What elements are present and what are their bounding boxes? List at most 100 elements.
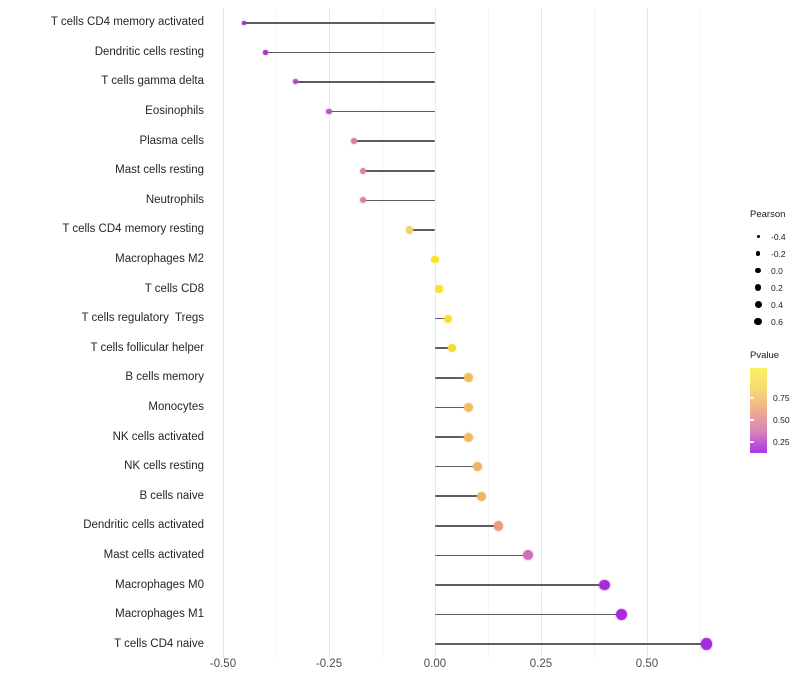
gridline-minor — [276, 8, 277, 659]
gridline-major — [647, 8, 648, 659]
y-axis-label: B cells naive — [139, 489, 204, 502]
colorbar-tick-label: 0.25 — [773, 437, 790, 447]
y-axis-labels: T cells CD4 memory activated Dendritic ce… — [0, 8, 204, 659]
y-axis-label: T cells CD4 memory activated — [50, 16, 204, 29]
size-legend: -0.4 -0.2 0.0 0.2 0.4 0.6 — [748, 228, 800, 330]
size-legend-dot — [755, 267, 761, 274]
lollipop-stem — [435, 465, 478, 468]
gridline-minor — [594, 8, 595, 659]
size-legend-dot — [755, 251, 761, 256]
y-axis-label: T cells CD4 memory resting — [62, 223, 204, 236]
x-axis-tick-label: 0.50 — [635, 658, 659, 670]
data-point — [431, 255, 439, 264]
size-legend-label: 0.0 — [771, 265, 783, 276]
colorbar-tick-label: 0.50 — [773, 415, 790, 425]
data-point — [599, 579, 610, 591]
colorbar-tick — [750, 397, 754, 399]
size-legend-dot-box — [748, 267, 768, 274]
y-axis-label: Neutrophils — [145, 193, 204, 206]
size-legend-dot — [756, 235, 760, 238]
lollipop-stem — [435, 613, 622, 616]
gridline-major — [329, 8, 330, 659]
y-axis-label: T cells regulatory Tregs — [81, 312, 204, 325]
lollipop-stem — [435, 347, 452, 350]
size-legend-label: 0.4 — [771, 299, 783, 310]
size-legend-item: 0.6 — [748, 313, 800, 330]
size-legend-dot-box — [748, 235, 768, 238]
data-point — [447, 344, 457, 353]
y-axis-label: Mast cells resting — [115, 164, 204, 177]
lollipop-stem — [435, 525, 499, 527]
data-point — [616, 609, 628, 621]
data-point — [326, 108, 332, 115]
lollipop-stem — [354, 140, 435, 142]
lollipop-stem — [435, 406, 469, 409]
gridline-minor — [488, 8, 489, 659]
size-legend-item: -0.4 — [748, 228, 800, 245]
y-axis-label: Macrophages M1 — [115, 608, 204, 621]
colorbar-tick — [750, 441, 754, 443]
data-point — [435, 285, 444, 293]
size-legend-dot-box — [748, 251, 768, 256]
pvalue-colorbar — [750, 368, 767, 453]
y-axis-label: Dendritic cells activated — [83, 519, 204, 532]
size-legend-label: 0.2 — [771, 282, 783, 293]
size-legend-label: -0.4 — [771, 231, 786, 242]
x-axis-tick-label: 0.25 — [529, 658, 553, 670]
y-axis-label: T cells gamma delta — [101, 75, 204, 88]
size-legend-dot-box — [748, 317, 768, 326]
data-point — [523, 550, 534, 561]
size-legend-item: 0.2 — [748, 279, 800, 296]
data-point — [359, 167, 367, 174]
y-axis-label: Monocytes — [148, 400, 204, 413]
data-point — [359, 197, 367, 204]
colorbar-tick-label: 0.75 — [773, 393, 790, 403]
y-axis-label: T cells CD4 naive — [114, 637, 204, 650]
lollipop-stem — [435, 584, 605, 586]
lollipop-stem — [295, 81, 435, 83]
y-axis-label: NK cells resting — [124, 460, 204, 473]
data-point — [263, 50, 268, 55]
size-legend-dot — [754, 284, 762, 291]
data-point — [242, 21, 246, 25]
x-axis-tick-label: -0.50 — [209, 658, 237, 670]
data-point — [464, 402, 474, 412]
x-axis-tick-label: -0.25 — [315, 658, 343, 670]
gridline-major — [223, 8, 224, 659]
plot-panel — [210, 8, 730, 659]
y-axis-label: Mast cells activated — [103, 548, 204, 561]
lollipop-stem — [329, 110, 435, 113]
size-legend-label: -0.2 — [771, 248, 786, 259]
lollipop-stem — [362, 199, 435, 202]
size-legend-dot-box — [748, 301, 768, 308]
lollipop-stem — [435, 495, 482, 498]
y-axis-label: Plasma cells — [139, 134, 204, 147]
y-axis-label: Macrophages M0 — [115, 578, 204, 591]
y-axis-label: B cells memory — [125, 371, 204, 384]
lollipop-stem — [435, 643, 707, 645]
y-axis-label: Macrophages M2 — [115, 253, 204, 266]
data-point — [476, 491, 487, 501]
size-legend-dot — [754, 317, 762, 326]
lollipop-stem — [435, 554, 529, 557]
gridline-minor — [382, 8, 383, 659]
lollipop-stem — [435, 377, 469, 379]
data-point — [472, 462, 483, 472]
size-legend-title: Pearson — [750, 209, 786, 220]
y-axis-label: Dendritic cells resting — [94, 45, 204, 58]
lollipop-stem — [435, 436, 469, 438]
y-axis-label: T cells follicular helper — [90, 341, 204, 354]
data-point — [493, 520, 504, 531]
data-point — [464, 373, 474, 383]
data-point — [405, 226, 414, 234]
size-legend-label: 0.6 — [771, 316, 783, 327]
y-axis-label: Eosinophils — [145, 105, 204, 118]
data-point — [464, 432, 474, 442]
lollipop-stem — [362, 169, 435, 172]
color-legend-title: Pvalue — [750, 350, 780, 361]
lollipop-stem — [265, 51, 435, 54]
data-point — [351, 138, 358, 145]
lollipop-stem — [244, 21, 435, 24]
data-point — [292, 79, 298, 85]
